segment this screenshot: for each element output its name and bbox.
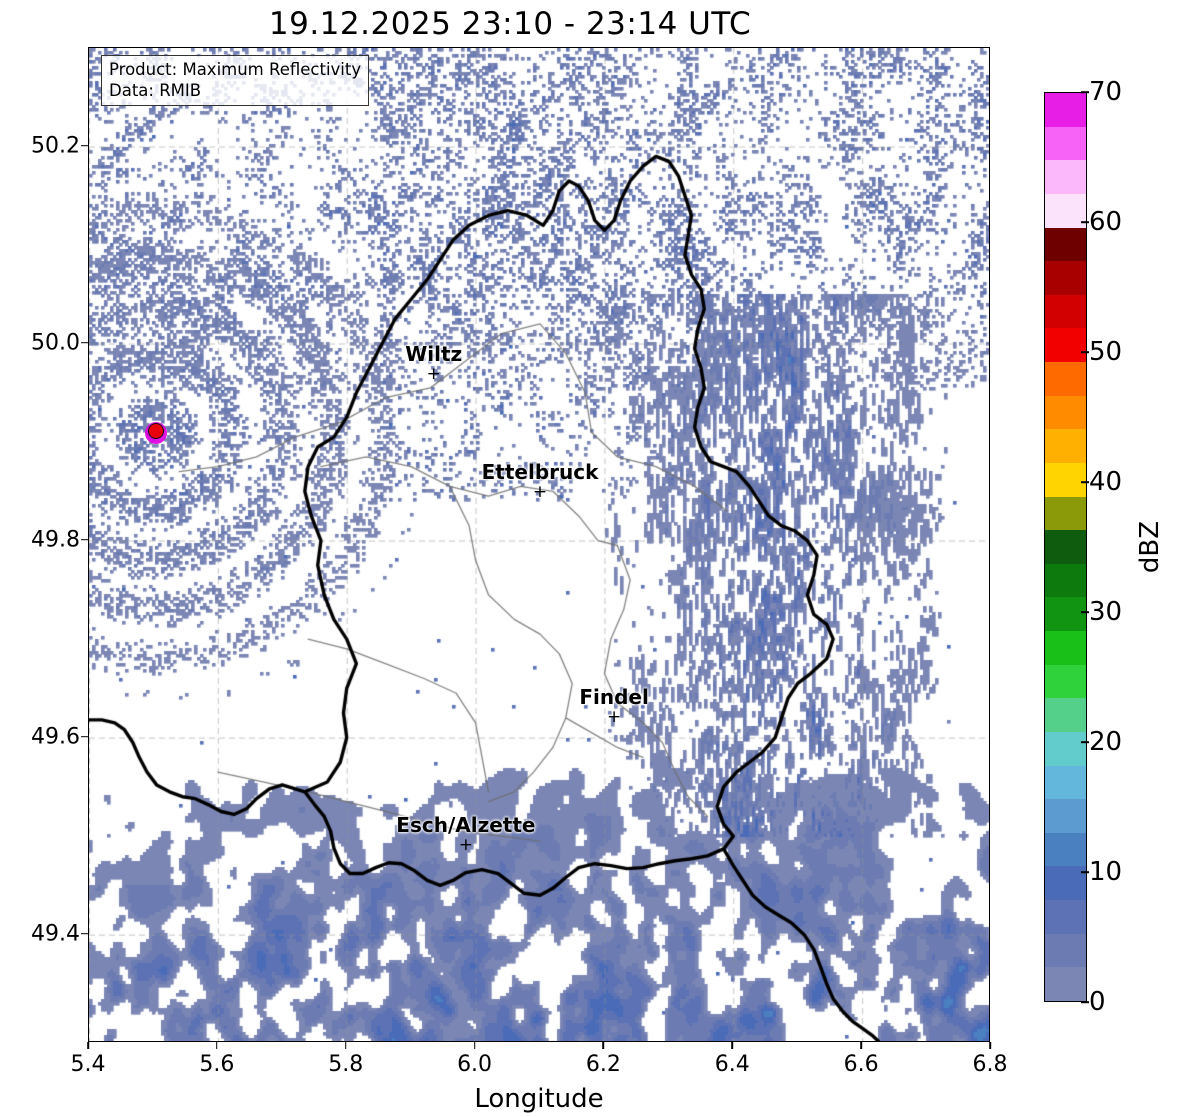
- colorbar-band-7: [1045, 328, 1086, 362]
- colorbar-band-13: [1045, 530, 1086, 564]
- colorbar-band-24: [1045, 900, 1086, 934]
- colorbar: [1044, 92, 1087, 1002]
- colorbar-tick-mark-3: [1081, 481, 1089, 483]
- colorbar-band-6: [1045, 294, 1086, 329]
- latitude-tick-label-1: 50.0: [31, 330, 80, 356]
- latitude-tick-label-2: 49.8: [31, 527, 80, 553]
- colorbar-tick-mark-0: [1081, 91, 1089, 93]
- colorbar-band-15: [1045, 597, 1086, 631]
- longitude-tick-mark-1: [216, 1042, 218, 1049]
- colorbar-band-3: [1045, 193, 1086, 228]
- colorbar-tick-label-5: 20: [1089, 727, 1123, 757]
- longitude-tick-mark-4: [602, 1042, 605, 1049]
- colorbar-band-22: [1045, 832, 1086, 867]
- latitude-tick-mark-0: [81, 144, 88, 147]
- longitude-tick-mark-3: [473, 1042, 476, 1049]
- colorbar-band-8: [1045, 362, 1086, 396]
- x-axis-label: Longitude: [474, 1084, 604, 1114]
- latitude-tick-mark-2: [81, 538, 88, 541]
- colorbar-band-12: [1045, 496, 1086, 531]
- colorbar-band-5: [1045, 261, 1086, 295]
- colorbar-band-11: [1045, 462, 1086, 497]
- longitude-tick-label-7: 6.8: [972, 1052, 1008, 1077]
- longitude-tick-label-5: 6.4: [714, 1052, 750, 1077]
- radar-canvas-wrap: [89, 48, 989, 1041]
- colorbar-label: dBZ: [1135, 520, 1165, 574]
- colorbar-band-10: [1045, 429, 1086, 463]
- longitude-tick-label-3: 6.0: [457, 1052, 493, 1077]
- colorbar-tick-mark-4: [1081, 611, 1089, 613]
- colorbar-tick-mark-7: [1081, 1001, 1089, 1003]
- colorbar-tick-label-1: 60: [1089, 207, 1123, 237]
- longitude-tick-label-2: 5.8: [328, 1052, 364, 1077]
- radar-site-marker: [145, 422, 167, 445]
- colorbar-tick-mark-6: [1081, 871, 1089, 873]
- colorbar-band-19: [1045, 731, 1086, 766]
- colorbar-band-1: [1045, 126, 1086, 161]
- y-axis-label: Latitude: [0, 491, 3, 599]
- colorbar-band-4: [1045, 227, 1086, 262]
- longitude-tick-label-0: 5.4: [70, 1052, 106, 1077]
- radar-site-dot: [148, 423, 164, 440]
- radar-map-plot[interactable]: Product: Maximum Reflectivity Data: RMIB…: [88, 47, 990, 1042]
- product-info-box: Product: Maximum Reflectivity Data: RMIB: [101, 55, 370, 107]
- colorbar-tick-label-6: 10: [1089, 857, 1123, 887]
- product-line: Product: Maximum Reflectivity: [109, 60, 362, 79]
- longitude-tick-mark-2: [344, 1042, 347, 1049]
- colorbar-tick-label-3: 40: [1089, 467, 1123, 497]
- longitude-tick-mark-0: [87, 1042, 89, 1049]
- data-source-line: Data: RMIB: [109, 81, 202, 101]
- colorbar-band-16: [1045, 631, 1086, 665]
- longitude-tick-label-4: 6.2: [585, 1052, 621, 1077]
- longitude-tick-label-6: 6.6: [843, 1052, 879, 1077]
- colorbar-band-18: [1045, 698, 1086, 732]
- latitude-tick-label-4: 49.4: [31, 921, 80, 947]
- colorbar-band-25: [1045, 933, 1086, 968]
- colorbar-band-0: [1045, 93, 1086, 127]
- colorbar-tick-mark-5: [1081, 741, 1089, 743]
- latitude-tick-label-3: 49.6: [31, 724, 80, 750]
- longitude-tick-mark-6: [860, 1042, 862, 1049]
- colorbar-band-9: [1045, 395, 1086, 430]
- longitude-tick-label-1: 5.6: [199, 1052, 235, 1077]
- colorbar-band-17: [1045, 664, 1086, 699]
- latitude-tick-mark-1: [81, 341, 88, 344]
- colorbar-band-14: [1045, 563, 1086, 598]
- colorbar-tick-mark-1: [1081, 221, 1089, 223]
- colorbar-tick-label-0: 70: [1089, 77, 1123, 107]
- radar-reflectivity-canvas: [89, 48, 989, 1041]
- colorbar-band-2: [1045, 160, 1086, 194]
- colorbar-tick-label-2: 50: [1089, 337, 1123, 367]
- colorbar-band-20: [1045, 765, 1086, 800]
- latitude-tick-mark-4: [81, 932, 88, 935]
- colorbar-tick-mark-2: [1081, 351, 1089, 353]
- latitude-tick-mark-3: [81, 735, 88, 738]
- colorbar-band-21: [1045, 799, 1086, 833]
- latitude-tick-label-0: 50.2: [31, 133, 80, 158]
- longitude-tick-mark-5: [731, 1042, 734, 1049]
- colorbar-tick-label-4: 30: [1089, 597, 1123, 627]
- colorbar-tick-label-7: 0: [1089, 987, 1106, 1017]
- longitude-tick-mark-7: [989, 1042, 991, 1049]
- colorbar-band-23: [1045, 866, 1086, 900]
- colorbar-band-26: [1045, 967, 1086, 1001]
- page-title: 19.12.2025 23:10 - 23:14 UTC: [268, 6, 752, 42]
